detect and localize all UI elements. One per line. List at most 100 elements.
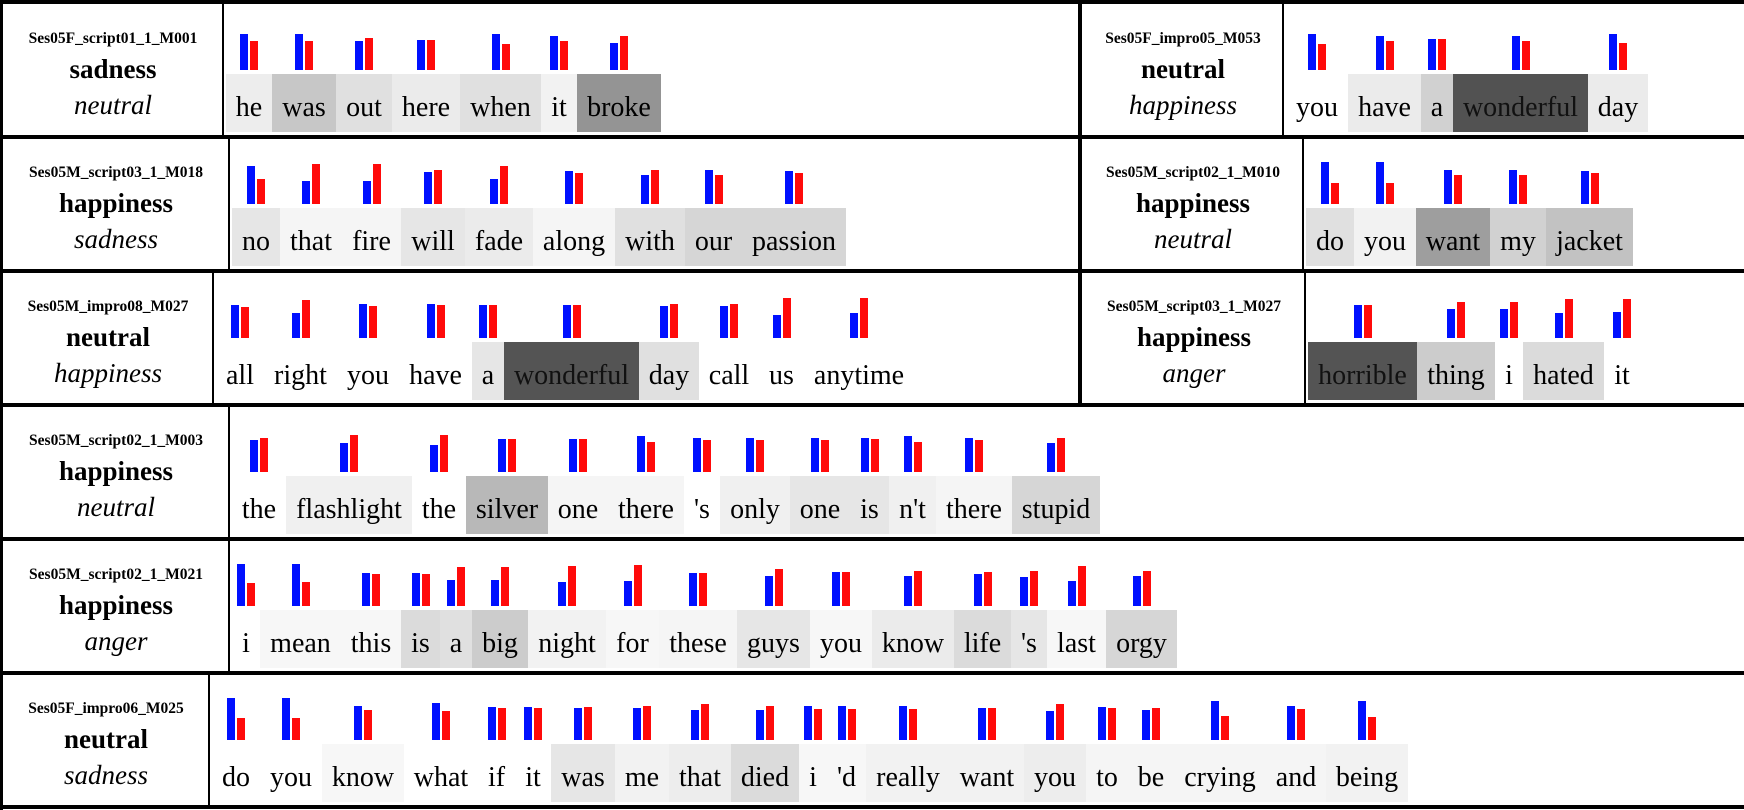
- word-cell: know: [872, 540, 954, 672]
- italic-emotion: anger: [1162, 358, 1226, 388]
- first-bar: [291, 313, 300, 338]
- word-text: jacket: [1556, 226, 1623, 257]
- word-text: that: [290, 226, 332, 257]
- italic-emotion: neutral: [74, 90, 152, 120]
- word-shade: [528, 610, 606, 668]
- second-bar: [909, 709, 917, 740]
- word-shade: [232, 476, 286, 534]
- word-shade: [742, 208, 846, 266]
- first-bar: [756, 710, 764, 740]
- utterance-id: Ses05M_script03_1_M018: [29, 164, 203, 181]
- first-bar: [479, 305, 487, 338]
- word-row: no that fire will fade along with our passion: [232, 138, 846, 270]
- second-bar: [703, 440, 711, 472]
- word-cell: stupid: [1012, 406, 1100, 538]
- word-text: 's: [1021, 628, 1037, 659]
- word-shade: [639, 342, 699, 400]
- italic-emotion: neutral: [1154, 224, 1232, 254]
- second-bar: [1590, 173, 1599, 204]
- word-row: he was out here when it broke: [226, 4, 661, 136]
- second-bar: [500, 166, 508, 204]
- first-bar: [1020, 577, 1028, 606]
- word-cell: it: [1604, 272, 1640, 404]
- panel-ses05m-script02-1-m003: Ses05M_script02_1_M003 happiness neutral…: [4, 406, 1744, 538]
- word-cell: for: [606, 540, 659, 672]
- word-cell: silver: [466, 406, 548, 538]
- word-shade: [685, 208, 742, 266]
- second-bar: [1623, 299, 1631, 338]
- word-cell: here: [392, 4, 460, 136]
- word-shade: [472, 610, 528, 668]
- panel-ses05f-script01-1-m001: Ses05F_script01_1_M001 sadness neutral h…: [4, 4, 966, 136]
- word-shade: [412, 476, 466, 534]
- word-text: passion: [752, 226, 836, 257]
- second-bar: [292, 718, 300, 740]
- second-bar: [870, 439, 879, 472]
- second-bar: [1057, 438, 1065, 472]
- second-bar: [701, 704, 709, 740]
- second-bar: [457, 567, 465, 606]
- word-text: flashlight: [296, 494, 402, 525]
- word-text: guys: [747, 628, 800, 659]
- word-text: really: [876, 762, 940, 793]
- word-cell: wonderful: [504, 272, 639, 404]
- second-bar: [1386, 183, 1394, 204]
- word-text: a: [449, 628, 463, 659]
- word-cell: know: [322, 674, 404, 806]
- second-bar: [1108, 708, 1116, 740]
- first-bar: [569, 439, 577, 472]
- word-text: is: [860, 494, 879, 525]
- second-bar: [489, 305, 497, 338]
- word-text: out: [346, 92, 382, 123]
- word-text: you: [1034, 762, 1076, 793]
- second-bar: [1077, 566, 1086, 606]
- word-shade: [260, 610, 341, 668]
- second-bar: [814, 709, 822, 740]
- word-shade: [551, 744, 615, 802]
- word-shade: [866, 744, 950, 802]
- first-bar: [491, 34, 500, 70]
- word-text: there: [618, 494, 674, 525]
- word-shade: [504, 342, 639, 400]
- first-bar: [354, 706, 362, 740]
- divider: [0, 0, 3, 810]
- first-bar: [1046, 711, 1054, 740]
- first-bar: [704, 170, 713, 204]
- second-bar: [364, 710, 372, 740]
- second-bar: [647, 442, 655, 472]
- first-bar: [490, 179, 498, 204]
- word-cell: i: [799, 674, 827, 806]
- second-bar: [821, 440, 829, 472]
- utterance-id: Ses05M_script03_1_M027: [1107, 298, 1281, 315]
- word-text: life: [963, 628, 1002, 659]
- first-bar: [355, 41, 363, 70]
- word-cell: horrible: [1308, 272, 1417, 404]
- word-cell: you: [260, 674, 322, 806]
- first-bar: [1358, 701, 1366, 740]
- second-bar: [301, 300, 310, 338]
- word-cell: there: [608, 406, 684, 538]
- word-shade: [615, 208, 685, 266]
- utterance-label: Ses05F_script01_1_M001 sadness neutral: [4, 4, 224, 136]
- word-shade: [608, 476, 684, 534]
- second-bar: [497, 708, 506, 740]
- second-bar: [1297, 709, 1305, 740]
- word-cell: if: [478, 674, 515, 806]
- first-bar: [1142, 710, 1150, 740]
- word-shade: [1266, 744, 1326, 802]
- second-bar: [1438, 39, 1446, 70]
- bold-emotion: happiness: [1135, 188, 1251, 218]
- word-text: know: [331, 762, 395, 793]
- first-bar: [359, 304, 367, 338]
- word-cell: you: [1354, 138, 1416, 270]
- word-text: for: [616, 628, 649, 659]
- first-bar: [978, 708, 986, 740]
- word-text: broke: [587, 92, 651, 123]
- first-bar: [641, 175, 649, 204]
- second-bar: [305, 41, 313, 70]
- first-bar: [720, 306, 728, 338]
- word-cell: thing: [1417, 272, 1495, 404]
- word-shade: [1490, 208, 1546, 266]
- italic-emotion: neutral: [77, 492, 155, 522]
- bold-emotion: happiness: [58, 590, 174, 620]
